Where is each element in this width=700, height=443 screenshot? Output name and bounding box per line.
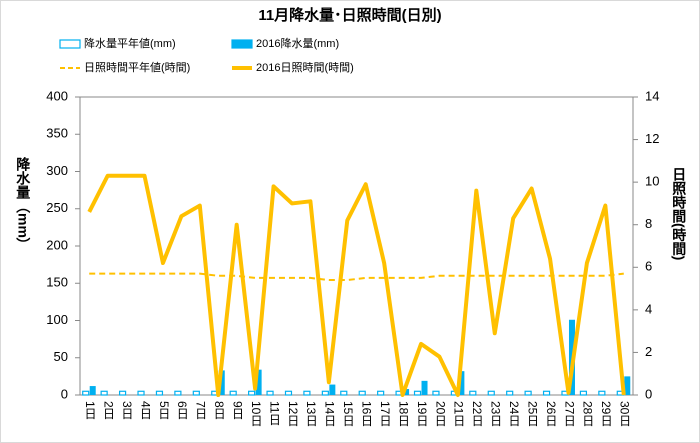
x-tick-label: 27日 — [562, 401, 576, 426]
bar — [174, 390, 182, 396]
y2-tick-label: 12 — [645, 131, 659, 146]
bar — [329, 384, 336, 395]
bar — [579, 390, 588, 396]
x-tick-label: 28日 — [581, 401, 595, 426]
y-tick-label: 350 — [46, 126, 68, 141]
bar — [229, 390, 237, 396]
x-tick-label: 14日 — [323, 401, 337, 426]
x-tick-label: 12日 — [286, 401, 300, 426]
legend-swatch — [59, 39, 81, 49]
legend-swatch — [231, 39, 253, 49]
x-tick-label: 20日 — [433, 401, 447, 426]
bar — [255, 369, 262, 395]
y2-tick-label: 6 — [645, 259, 652, 274]
x-tick-label: 10日 — [249, 401, 263, 426]
bar — [421, 380, 428, 395]
bar — [524, 390, 532, 396]
legend-label: 2016日照時間(時間) — [256, 61, 354, 74]
bar — [89, 386, 96, 395]
x-tick-label: 25日 — [525, 401, 539, 426]
x-tick-label: 23日 — [489, 401, 503, 426]
y-tick-label: 150 — [46, 275, 68, 290]
y2-tick-label: 14 — [645, 88, 659, 103]
x-tick-label: 22日 — [470, 401, 484, 426]
y2-tick-label: 2 — [645, 344, 652, 359]
bar — [192, 390, 200, 396]
chart-title: 11月降水量･日照時間(日別) — [258, 6, 441, 24]
legend-label: 2016降水量(mm) — [256, 36, 339, 50]
line — [87, 173, 626, 397]
x-tick-label: 26日 — [544, 401, 558, 426]
x-tick-label: 15日 — [341, 401, 355, 426]
bar — [542, 390, 551, 396]
bar — [155, 390, 164, 396]
bar — [321, 390, 329, 396]
bar — [432, 390, 440, 396]
x-tick-label: 21日 — [452, 401, 466, 426]
bar — [358, 390, 366, 396]
x-tick-label: 6日 — [175, 401, 189, 420]
bar — [413, 390, 422, 396]
x-tick-label: 1日 — [83, 401, 97, 420]
bar — [458, 371, 465, 395]
bar — [266, 390, 274, 396]
bar — [100, 390, 108, 396]
bar — [624, 376, 631, 395]
bar — [118, 390, 127, 396]
y-tick-label: 100 — [46, 312, 68, 327]
x-tick-label: 29日 — [599, 401, 613, 426]
x-tick-label: 4日 — [138, 401, 152, 420]
x-tick-label: 16日 — [360, 401, 374, 426]
y2-axis-label: 日照時間(時間) — [671, 167, 687, 260]
x-tick-label: 17日 — [378, 401, 392, 426]
x-tick-label: 7日 — [194, 401, 208, 420]
y-tick-label: 250 — [46, 200, 68, 215]
y2-tick-label: 10 — [645, 174, 659, 189]
x-tick-label: 19日 — [415, 401, 429, 426]
bar — [82, 390, 90, 396]
y2-tick-label: 8 — [645, 216, 652, 231]
bar — [340, 390, 348, 396]
legend-label: 日照時間平年値(時間) — [84, 60, 190, 74]
x-tick-label: 9日 — [231, 401, 245, 420]
y2-tick-label: 4 — [645, 301, 652, 316]
x-tick-label: 30日 — [618, 401, 632, 426]
legend-label: 降水量平年値(mm) — [84, 36, 176, 50]
x-tick-label: 18日 — [396, 401, 410, 426]
bar — [598, 390, 606, 396]
y-tick-label: 400 — [46, 88, 68, 103]
y-tick-label: 50 — [54, 349, 68, 364]
x-tick-label: 3日 — [120, 401, 134, 420]
bar — [137, 390, 145, 396]
y2-tick-label: 0 — [645, 386, 652, 401]
y-tick-label: 300 — [46, 163, 68, 178]
bar — [284, 390, 293, 396]
x-tick-label: 13日 — [304, 401, 318, 426]
x-tick-label: 5日 — [157, 401, 171, 420]
y-tick-label: 200 — [46, 237, 68, 252]
bar — [303, 390, 311, 396]
x-tick-label: 8日 — [212, 401, 226, 420]
x-tick-label: 11日 — [267, 401, 281, 425]
bar — [248, 390, 256, 396]
bar — [487, 390, 495, 396]
bar — [377, 390, 385, 396]
y-tick-label: 0 — [61, 386, 68, 401]
bar — [469, 390, 477, 396]
bar — [506, 390, 514, 396]
bar — [218, 370, 225, 395]
y-axis-label: 降水量（mm） — [15, 156, 31, 252]
x-tick-label: 2日 — [101, 401, 115, 420]
x-tick-label: 24日 — [507, 401, 521, 426]
bar — [403, 389, 410, 395]
